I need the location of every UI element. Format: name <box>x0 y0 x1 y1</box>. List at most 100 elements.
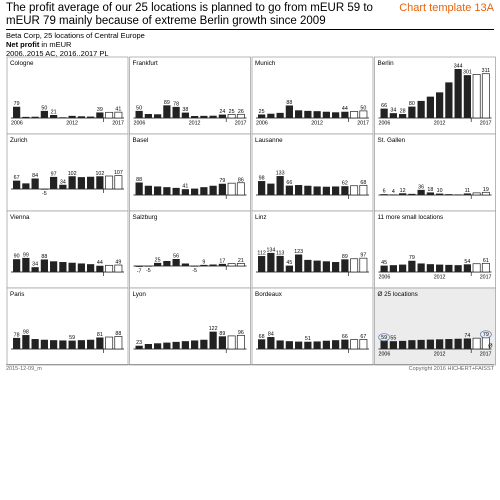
data-label: 56 <box>173 254 179 260</box>
bar-2006 <box>135 266 143 267</box>
axis-label-2017: 2017 <box>235 121 247 127</box>
data-label: 49 <box>115 260 121 266</box>
bar-2015 <box>96 176 104 189</box>
data-label: 17 <box>219 258 225 264</box>
bar-2006 <box>258 181 266 195</box>
bar-2017 <box>114 264 123 273</box>
bar-2014 <box>87 264 95 272</box>
bar-2007 <box>389 265 397 272</box>
data-label: 50 <box>360 105 366 111</box>
data-label: 112 <box>257 251 265 257</box>
data-label: 10 <box>437 188 443 194</box>
data-label: 84 <box>32 173 38 179</box>
bar-2006 <box>135 182 143 195</box>
bar-2014 <box>332 262 340 272</box>
bar-2011 <box>304 185 312 195</box>
data-label: -5 <box>42 191 47 197</box>
bar-2006 <box>380 340 388 349</box>
bar-2009 <box>163 105 171 118</box>
data-label: 66 <box>342 334 348 340</box>
bar-2016 <box>472 74 481 119</box>
data-label: 45 <box>286 260 292 266</box>
bar-2014 <box>332 340 340 349</box>
data-label: -5 <box>146 268 151 274</box>
bar-2009 <box>163 261 171 266</box>
measure-unit: in mEUR <box>39 40 72 49</box>
bar-2009 <box>40 339 48 349</box>
bar-2013 <box>445 339 453 349</box>
axis-label-2006: 2006 <box>379 275 391 281</box>
data-label: 301 <box>463 70 472 76</box>
data-label: 41 <box>182 184 188 190</box>
bar-2014 <box>209 264 217 266</box>
bar-2012 <box>191 340 199 349</box>
bar-2012 <box>68 262 76 272</box>
data-label: 6 <box>383 189 386 195</box>
data-label: 50 <box>136 105 142 111</box>
bar-2015 <box>463 193 471 195</box>
bar-2009 <box>408 260 416 272</box>
bar-2007 <box>389 113 397 118</box>
bar-2010 <box>172 106 180 118</box>
bar-2007 <box>22 116 30 118</box>
data-label: 62 <box>342 181 348 187</box>
data-label: 50 <box>41 105 47 111</box>
bar-2010 <box>295 254 303 272</box>
bar-2017 <box>481 73 490 119</box>
footer-copyright: Copyright 2016 HICHERT+FAISST <box>408 366 494 372</box>
bar-2011 <box>181 112 189 118</box>
bar-2014 <box>454 265 462 272</box>
data-label: 61 <box>483 258 489 264</box>
bar-2006 <box>380 194 388 195</box>
data-label: 19 <box>483 187 489 193</box>
bar-2008 <box>31 267 39 272</box>
bar-2014 <box>454 338 462 349</box>
data-label: 123 <box>294 249 303 255</box>
bar-2010 <box>295 185 303 195</box>
bar-2009 <box>408 193 416 195</box>
data-label: 79 <box>219 178 225 184</box>
data-label: 25 <box>155 257 161 263</box>
bar-2007 <box>267 113 275 118</box>
template-label: Chart template 13A <box>399 2 494 14</box>
bar-2014 <box>87 339 95 349</box>
bar-2016 <box>350 111 359 119</box>
data-label: -7 <box>137 268 142 274</box>
bar-2011 <box>304 341 312 349</box>
bar-2008 <box>154 262 162 266</box>
panel-frame <box>129 287 251 366</box>
footer-rule <box>6 364 494 365</box>
panel-title: Bordeaux <box>255 291 283 298</box>
bar-2015 <box>218 263 226 266</box>
headline: The profit average of our 25 locations i… <box>6 2 373 27</box>
data-label: 9 <box>202 259 205 265</box>
bar-2012 <box>191 188 199 195</box>
bar-2017 <box>114 336 123 350</box>
bar-2008 <box>276 255 284 272</box>
panel-frame <box>6 287 129 366</box>
bar-2015 <box>96 337 104 349</box>
bar-2012 <box>68 176 76 189</box>
bar-2013 <box>77 340 85 349</box>
bar-2006 <box>380 108 388 118</box>
panel-frame <box>6 56 129 135</box>
bar-2010 <box>295 341 303 349</box>
panel-title: Lausanne <box>255 137 283 144</box>
panel-frame <box>374 133 496 212</box>
axis-label-2012: 2012 <box>311 121 323 127</box>
bar-2017 <box>114 111 123 119</box>
bar-2015 <box>341 186 349 195</box>
data-label: 66 <box>381 103 387 109</box>
axis-label-2006: 2006 <box>134 121 146 127</box>
bar-2011 <box>304 259 312 272</box>
bar-2010 <box>172 259 180 266</box>
bar-2012 <box>313 111 321 118</box>
data-label: 25 <box>229 109 235 115</box>
data-label: 97 <box>51 171 57 177</box>
bar-2017 <box>236 334 245 350</box>
highlight-circle <box>378 333 391 342</box>
bar-2017 <box>359 257 368 273</box>
data-label: 24 <box>219 109 225 115</box>
panel-title: Munich <box>255 60 276 67</box>
bar-2015 <box>218 183 226 195</box>
